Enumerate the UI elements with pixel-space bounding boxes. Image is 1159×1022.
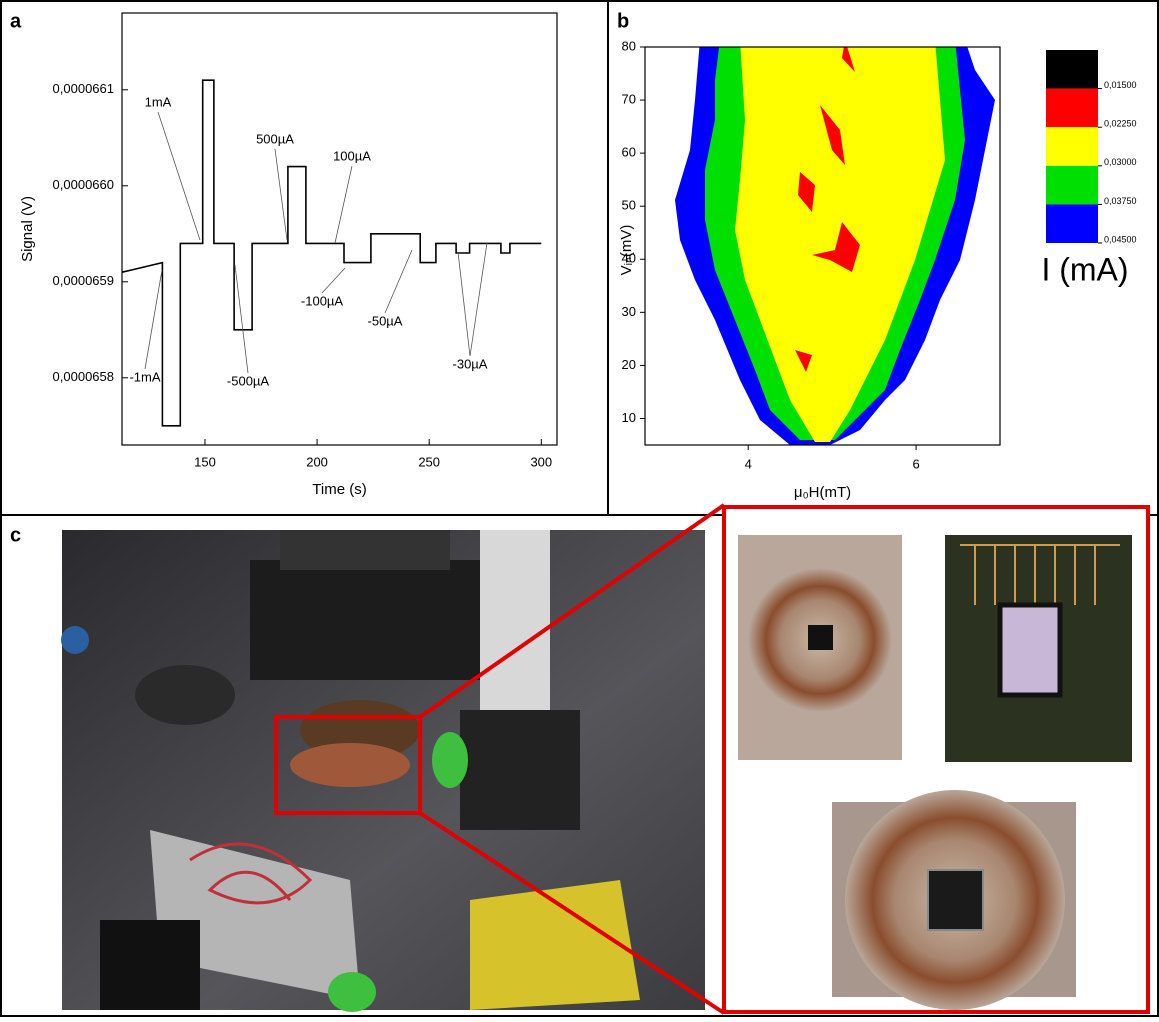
colorbar-swatch — [1046, 127, 1098, 166]
y-tick-label: 50 — [622, 198, 636, 213]
x-tick-label: 4 — [745, 456, 752, 471]
annotation-arrow — [335, 166, 352, 243]
y-tick-label: 70 — [622, 92, 636, 107]
annotation: 1mA — [145, 94, 172, 109]
colorbar-label: 0,03750 — [1104, 196, 1137, 206]
y-tick-label: 0,0000660 — [53, 177, 114, 192]
annotation: -500µA — [227, 373, 270, 388]
annotation-arrow — [470, 243, 487, 356]
colorbar-label: 0,03000 — [1104, 157, 1137, 167]
annotation: 500µA — [256, 131, 294, 146]
colorbar-swatch — [1046, 50, 1098, 89]
colorbar-swatch — [1046, 204, 1098, 243]
x-axis-label: Time (s) — [312, 481, 366, 498]
x-tick-label: 300 — [530, 454, 552, 469]
y-tick-label: 0,0000659 — [53, 273, 114, 288]
annotation: -50µA — [368, 313, 403, 328]
colorbar-label: 0,01500 — [1104, 80, 1137, 90]
annotation-arrow — [145, 270, 162, 369]
annotation: -30µA — [453, 356, 488, 371]
annotation: -100µA — [301, 293, 344, 308]
annotation-arrow — [158, 112, 200, 240]
colorbar-label: 0,04500 — [1104, 234, 1137, 244]
x-tick-label: 250 — [418, 454, 440, 469]
x-tick-label: 6 — [912, 456, 919, 471]
y-tick-label: 10 — [622, 410, 636, 425]
colorbar-title: I (mA) — [1041, 251, 1128, 287]
y-axis-label: Signal (V) — [19, 196, 36, 262]
x-axis-label: μ₀H(mT) — [794, 484, 851, 501]
x-tick-label: 150 — [194, 454, 216, 469]
annotation: 100µA — [333, 148, 371, 163]
y-tick-label: 20 — [622, 357, 636, 372]
annotation-arrow — [235, 265, 248, 373]
y-tick-label: 60 — [622, 145, 636, 160]
plot-frame — [122, 13, 557, 445]
annotation-arrow — [458, 252, 470, 356]
colorbar-swatch — [1046, 89, 1098, 128]
y-tick-label: 30 — [622, 304, 636, 319]
y-axis-label: Vᵢₙ(mV) — [618, 225, 635, 276]
panel-label: b — [617, 10, 629, 32]
y-tick-label: 80 — [622, 38, 636, 53]
colorbar-swatch — [1046, 166, 1098, 205]
x-tick-label: 200 — [306, 454, 328, 469]
panel-label: a — [10, 10, 22, 32]
y-tick-label: 0,0000658 — [53, 369, 114, 384]
panel-label: c — [10, 524, 21, 546]
y-tick-label: 0,0000661 — [53, 81, 114, 96]
figure: a b c — [0, 0, 1159, 1017]
contour-plot — [675, 40, 995, 445]
annotation: -1mA — [129, 369, 160, 384]
annotation-arrow — [385, 250, 412, 313]
annotation-arrow — [275, 149, 287, 240]
colorbar-label: 0,02250 — [1104, 119, 1137, 129]
annotation-arrow — [322, 268, 345, 293]
signal-line — [122, 80, 541, 426]
photo-setup — [61, 505, 1148, 1013]
